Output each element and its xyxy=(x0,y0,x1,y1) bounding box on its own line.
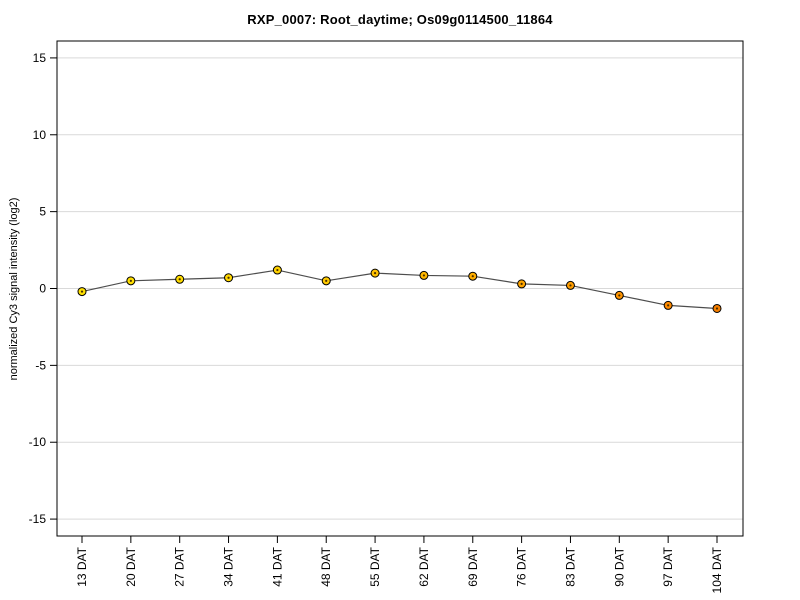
x-tick-label: 34 DAT xyxy=(222,546,236,586)
x-tick-label: 104 DAT xyxy=(710,546,724,593)
chart-title: RXP_0007: Root_daytime; Os09g0114500_118… xyxy=(247,12,553,27)
data-point-center-dot xyxy=(520,282,523,285)
x-tick-label: 69 DAT xyxy=(466,546,480,586)
y-tick-label: -15 xyxy=(29,512,47,526)
x-tick-label: 97 DAT xyxy=(661,546,675,586)
x-tick-label: 83 DAT xyxy=(563,546,577,586)
data-point-center-dot xyxy=(227,276,230,279)
data-point-center-dot xyxy=(618,294,621,297)
data-point-center-dot xyxy=(178,278,181,281)
data-point-center-dot xyxy=(276,268,279,272)
x-tick-label: 90 DAT xyxy=(612,546,626,586)
x-tick-label: 13 DAT xyxy=(75,546,89,586)
x-tick-label: 20 DAT xyxy=(124,546,138,586)
data-point-center-dot xyxy=(569,284,572,287)
data-point-center-dot xyxy=(667,304,670,307)
data-point-center-dot xyxy=(715,307,719,310)
y-tick-label: 0 xyxy=(39,282,46,296)
data-point-center-dot xyxy=(373,272,377,275)
data-point-center-dot xyxy=(80,290,84,293)
series-line xyxy=(81,269,718,310)
x-tick-label: 41 DAT xyxy=(270,546,284,586)
data-point-center-dot xyxy=(422,274,426,277)
y-tick-label: 10 xyxy=(33,128,47,142)
data-point-center-dot xyxy=(471,275,474,278)
x-tick-label: 55 DAT xyxy=(368,546,382,586)
y-tick-label: -10 xyxy=(29,435,47,449)
y-tick-label: 5 xyxy=(39,205,46,219)
x-tick-label: 48 DAT xyxy=(319,546,333,586)
data-point-center-dot xyxy=(325,279,328,282)
y-tick-label: -5 xyxy=(35,358,46,372)
y-tick-label: 15 xyxy=(33,51,47,65)
x-tick-label: 62 DAT xyxy=(417,546,431,586)
x-tick-label: 76 DAT xyxy=(515,546,529,586)
data-point-center-dot xyxy=(129,279,132,282)
x-tick-label: 27 DAT xyxy=(173,546,187,586)
